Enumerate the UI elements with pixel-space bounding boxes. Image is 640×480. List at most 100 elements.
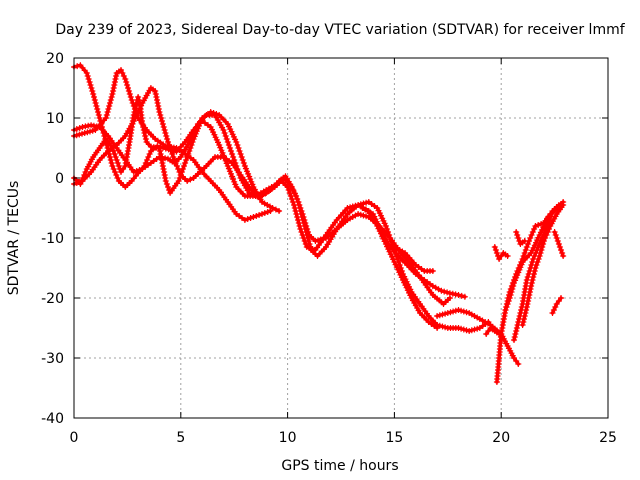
data-point [285,187,292,193]
data-point [81,172,88,178]
data-point [528,283,535,289]
x-axis-label: GPS time / hours [281,458,398,474]
data-point [387,235,394,241]
data-point [513,229,520,235]
data-point [301,223,308,229]
data-point [429,268,436,274]
data-point [156,109,163,115]
data-point [383,226,390,232]
y-tick-label: 10 [46,111,64,127]
data-point [515,235,522,241]
data-point [111,151,118,157]
data-point [524,241,531,247]
axis-ticks [73,57,609,419]
data-point [164,136,171,142]
series-track-6 [359,205,468,300]
data-point [508,289,515,295]
data-point [509,286,516,292]
data-point [104,109,111,115]
data-point [103,112,110,118]
data-point [452,307,459,314]
data-point [92,100,99,106]
data-point [535,244,542,250]
series-track-17 [513,229,528,247]
data-point [522,247,529,253]
data-point [76,125,83,131]
data-point [516,238,523,244]
data-point [524,274,531,280]
data-point [531,226,538,232]
data-point [534,247,541,253]
data-point [363,213,370,220]
data-point [441,288,448,295]
data-point [162,130,169,136]
data-point [113,172,120,178]
data-point [126,91,133,97]
data-point [513,274,520,281]
data-point [302,241,309,247]
data-point [86,79,93,85]
data-point [134,112,140,118]
data-point [110,148,117,154]
data-point [158,115,165,121]
data-point [159,121,166,127]
data-point [461,293,468,300]
data-point [172,160,179,166]
series-track-11 [519,202,567,328]
data-point [80,175,86,181]
data-point [529,259,536,265]
data-point [385,229,391,235]
data-point [530,256,537,262]
data-point [108,94,115,100]
data-point [289,199,296,205]
data-point [547,214,554,220]
data-point [188,142,195,148]
data-point [355,211,362,217]
data-point [299,232,306,238]
data-point [161,127,168,133]
data-point [521,250,528,256]
data-point [176,175,183,181]
data-point [531,271,537,277]
data-point [112,169,118,175]
grid [74,58,608,418]
data-point [306,245,313,251]
data-point [236,148,243,154]
data-point [520,295,527,301]
y-tick-label: 20 [46,51,64,67]
x-tick-label: 10 [279,430,297,446]
data-point [540,232,547,238]
data-point [136,167,143,173]
data-point [88,85,95,91]
data-point [261,210,268,216]
series-track-14 [551,229,567,259]
data-point [559,250,566,256]
data-point [237,151,244,157]
data-point [107,154,113,160]
data-point [528,232,535,238]
data-point [125,88,132,94]
data-point [145,154,152,160]
data-point [442,310,449,317]
data-point [73,126,80,132]
data-point [217,144,224,151]
data-point [220,127,227,133]
series-track-5 [71,67,274,223]
data-point [517,310,524,316]
data-point [296,202,303,208]
data-point [114,175,121,181]
data-point [458,325,465,332]
data-point [301,238,308,244]
data-point [81,130,88,136]
data-point [543,226,550,232]
data-point [504,301,511,307]
data-point [548,211,555,217]
data-point [276,208,283,214]
data-point [294,196,300,202]
x-tick-labels: 0 5 10 15 20 25 [70,430,617,446]
series-track-3 [71,85,441,331]
data-point [532,223,539,229]
data-point [288,196,295,202]
data-point [302,226,309,232]
data-point [436,312,443,319]
